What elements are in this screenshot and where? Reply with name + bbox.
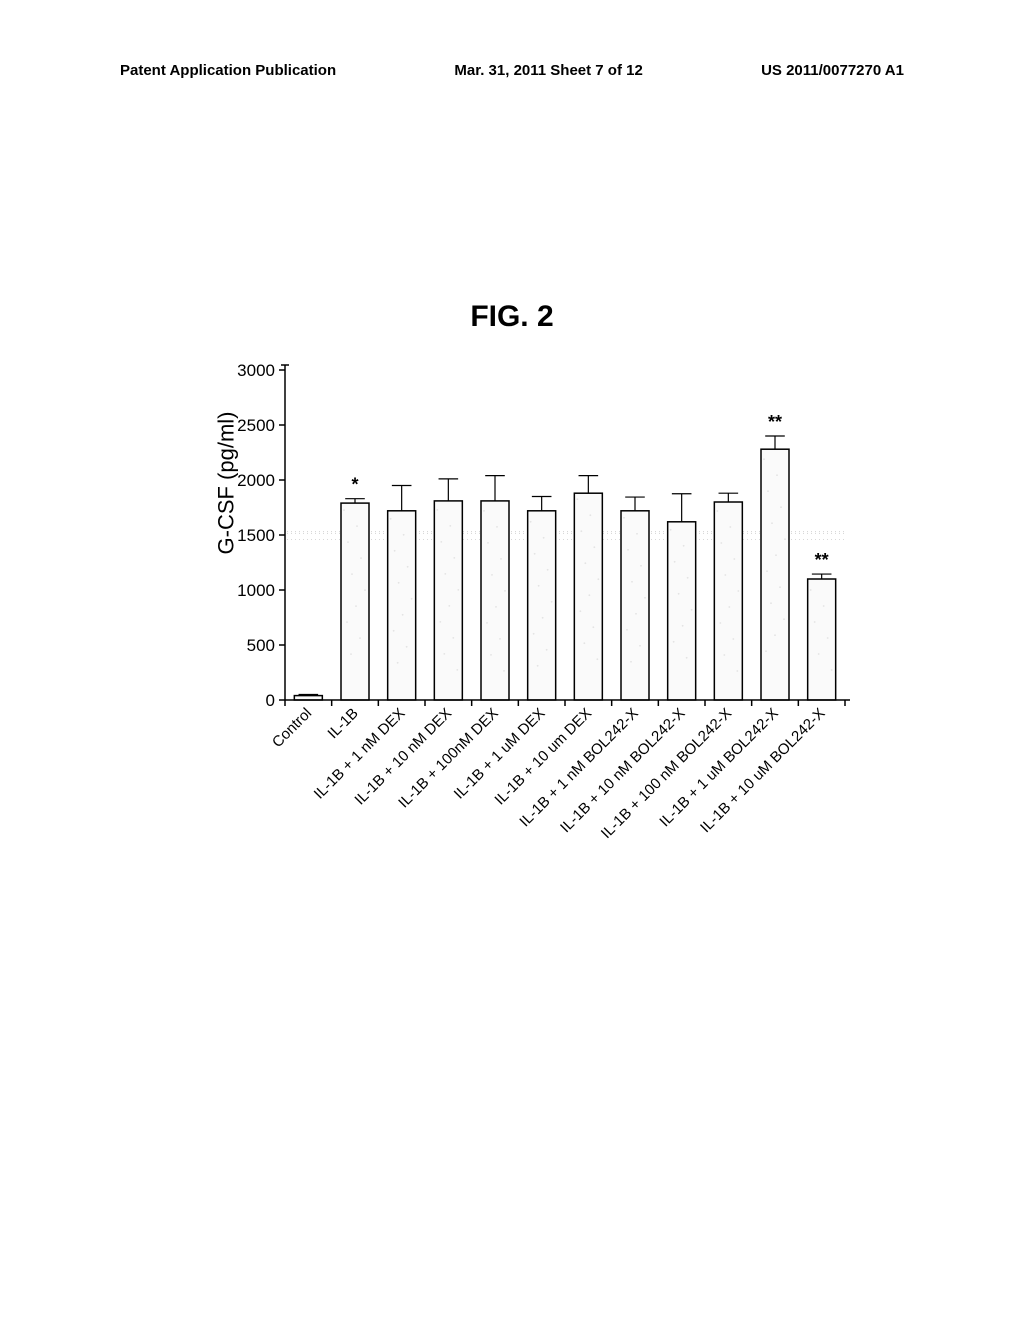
y-tick-label: 2500	[237, 416, 275, 435]
x-tick-label: Control	[269, 705, 315, 751]
y-tick-label: 1000	[237, 581, 275, 600]
y-tick-label: 1500	[237, 526, 275, 545]
page-header: Patent Application Publication Mar. 31, …	[0, 62, 1024, 79]
significance-annotation: *	[351, 475, 358, 495]
header-left: Patent Application Publication	[120, 62, 336, 79]
header-center: Mar. 31, 2011 Sheet 7 of 12	[454, 62, 642, 79]
x-tick-label: IL-1B	[324, 705, 361, 742]
significance-annotation: **	[815, 550, 829, 570]
chart-bar	[341, 503, 369, 700]
y-tick-label: 2000	[237, 471, 275, 490]
gcsf-bar-chart: G-CSF (pg/ml) *****050010001500200025003…	[200, 350, 860, 910]
chart-svg: *****050010001500200025003000ControlIL-1…	[200, 350, 860, 910]
chart-bar	[388, 511, 416, 700]
significance-annotation: **	[768, 412, 782, 432]
chart-bar	[761, 449, 789, 700]
y-tick-label: 3000	[237, 361, 275, 380]
y-tick-label: 0	[266, 691, 275, 710]
y-tick-label: 500	[247, 636, 275, 655]
chart-bar	[808, 579, 836, 700]
chart-bar	[621, 511, 649, 700]
chart-bar	[714, 502, 742, 700]
chart-bar	[528, 511, 556, 700]
chart-bar	[574, 493, 602, 700]
y-axis-label: G-CSF (pg/ml)	[214, 412, 240, 555]
chart-bar	[668, 522, 696, 700]
chart-bar	[481, 501, 509, 700]
figure-title: FIG. 2	[0, 300, 1024, 334]
header-right: US 2011/0077270 A1	[761, 62, 904, 79]
